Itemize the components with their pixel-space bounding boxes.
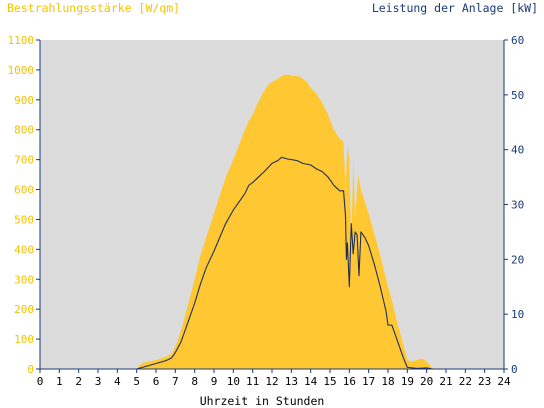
x-axis-tick-label: 8	[191, 375, 198, 388]
x-axis-tick-label: 14	[304, 375, 318, 388]
irradiance-area	[40, 74, 504, 370]
right-axis-title: Leistung der Anlage [kW]	[372, 1, 538, 15]
x-axis-tick-label: 24	[497, 375, 511, 388]
x-axis-tick-label: 21	[439, 375, 452, 388]
x-axis-tick-label: 18	[381, 375, 394, 388]
x-axis-tick-label: 16	[343, 375, 356, 388]
left-axis-tick-label: 800	[14, 124, 34, 137]
x-axis-tick-label: 23	[478, 375, 491, 388]
left-axis-tick-label: 0	[27, 363, 34, 376]
x-axis-tick-label: 22	[459, 375, 472, 388]
left-axis-tick-label: 200	[14, 303, 34, 316]
left-axis-tick-label: 700	[14, 154, 34, 167]
left-axis-tick-label: 400	[14, 243, 34, 256]
x-axis-tick-label: 15	[323, 375, 336, 388]
x-axis-tick-label: 13	[285, 375, 298, 388]
x-axis-tick-label: 6	[153, 375, 160, 388]
x-axis-tick-label: 3	[95, 375, 102, 388]
right-axis-tick-label: 60	[511, 34, 524, 47]
x-axis-tick-label: 0	[37, 375, 44, 388]
left-axis-tick-label: 300	[14, 273, 34, 286]
x-axis-tick-label: 9	[211, 375, 218, 388]
right-axis-tick-label: 50	[511, 89, 524, 102]
left-axis-tick-label: 1000	[8, 64, 35, 77]
right-axis-tick-label: 30	[511, 199, 524, 212]
right-axis-tick-label: 10	[511, 308, 524, 321]
x-axis-title: Uhrzeit in Stunden	[200, 394, 325, 408]
x-axis-tick-label: 2	[75, 375, 82, 388]
x-axis-tick-label: 1	[56, 375, 63, 388]
left-axis-tick-label: 900	[14, 94, 34, 107]
x-axis-tick-label: 10	[227, 375, 240, 388]
left-axis-tick-label: 600	[14, 184, 34, 197]
x-axis-tick-label: 19	[401, 375, 414, 388]
x-axis-tick-label: 17	[362, 375, 375, 388]
right-axis-tick-label: 0	[511, 363, 518, 376]
x-axis-tick-label: 5	[133, 375, 140, 388]
right-axis-tick-label: 20	[511, 253, 524, 266]
x-axis-tick-label: 20	[420, 375, 433, 388]
x-axis-tick-label: 7	[172, 375, 179, 388]
x-axis-tick-label: 12	[265, 375, 278, 388]
axis-layer: 0100200300400500600700800900100011000102…	[8, 34, 525, 388]
left-axis-tick-label: 500	[14, 213, 34, 226]
left-axis-tick-label: 100	[14, 333, 34, 346]
x-axis-tick-label: 4	[114, 375, 121, 388]
x-axis-tick-label: 11	[246, 375, 259, 388]
series-layer	[40, 74, 504, 370]
right-axis-tick-label: 40	[511, 144, 524, 157]
power-line	[40, 156, 504, 370]
left-axis-tick-label: 1100	[8, 34, 35, 47]
left-axis-title: Bestrahlungsstärke [W/qm]	[7, 1, 180, 15]
